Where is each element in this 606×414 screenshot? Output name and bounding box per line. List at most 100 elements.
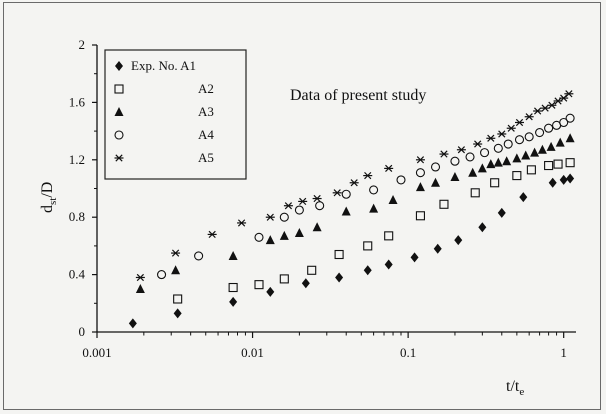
data-point <box>369 185 379 195</box>
data-point <box>415 211 425 221</box>
data-point <box>283 202 293 210</box>
x-axis-title: t/te <box>506 378 524 398</box>
data-point <box>502 156 512 166</box>
data-point <box>493 157 503 167</box>
data-point <box>265 213 275 221</box>
data-point <box>228 250 238 260</box>
data-point <box>171 249 181 257</box>
data-point <box>194 251 204 261</box>
data-point <box>553 159 563 169</box>
x-axis-title-sub: e <box>519 386 524 398</box>
data-point <box>388 194 398 204</box>
data-point <box>547 101 557 109</box>
legend-label-5: A5 <box>198 150 214 165</box>
data-point <box>450 172 460 182</box>
x-axis-title-main: t/t <box>506 378 520 395</box>
y-tick-label: 0.4 <box>69 267 86 282</box>
data-point <box>135 283 145 293</box>
data-point <box>512 153 522 163</box>
chart-annotation: Data of present study <box>290 87 426 104</box>
y-tick-label: 1.6 <box>69 94 86 109</box>
data-point <box>477 163 487 173</box>
data-point <box>439 150 449 158</box>
data-point <box>548 177 557 188</box>
data-point <box>384 231 394 241</box>
data-point <box>526 165 536 175</box>
data-point <box>312 194 322 203</box>
data-point <box>512 171 522 181</box>
data-point <box>254 280 264 290</box>
data-point <box>544 160 554 171</box>
data-point <box>503 139 513 149</box>
data-point <box>266 286 275 297</box>
data-point <box>524 113 534 121</box>
legend-box <box>104 49 247 180</box>
legend-marker-5 <box>114 154 124 162</box>
data-point <box>369 203 379 213</box>
data-points <box>128 90 575 329</box>
data-point <box>298 197 308 206</box>
data-point <box>384 259 393 270</box>
data-point <box>301 278 310 289</box>
legend-marker-4 <box>114 130 124 140</box>
data-point <box>433 243 442 254</box>
data-point <box>334 249 344 260</box>
y-tick-label: 0 <box>79 324 86 339</box>
data-point <box>128 318 137 329</box>
data-point <box>135 273 145 282</box>
data-point <box>524 132 534 142</box>
data-point <box>486 159 496 169</box>
data-point <box>363 265 372 276</box>
data-point <box>279 274 289 284</box>
data-point <box>565 113 575 123</box>
data-point <box>506 124 516 132</box>
legend-marker-1 <box>115 61 123 71</box>
y-axis-title-main: d <box>39 205 56 213</box>
legend-marker-3 <box>114 107 124 116</box>
data-point <box>497 130 507 138</box>
data-point <box>431 177 441 187</box>
data-point <box>207 230 217 239</box>
data-point <box>530 147 540 157</box>
data-point <box>341 189 351 199</box>
data-point <box>237 219 247 227</box>
series-2 <box>173 158 575 304</box>
data-point <box>514 135 525 145</box>
data-point <box>537 144 547 154</box>
data-point <box>171 265 181 275</box>
y-tick-label: 2 <box>79 37 86 52</box>
data-point <box>454 235 463 246</box>
data-point <box>559 117 569 128</box>
data-point <box>540 104 550 112</box>
axis-ticks: 0 0.4 0.8 1.2 1.6 2 0.001 0.01 0.1 1 <box>69 37 567 360</box>
data-point <box>254 232 264 242</box>
legend-marker-2 <box>114 84 124 94</box>
data-point <box>315 201 325 211</box>
data-point <box>265 235 275 245</box>
data-point <box>384 164 394 173</box>
data-point <box>559 174 568 185</box>
data-point <box>521 150 531 160</box>
x-tick-label: 0.01 <box>241 345 264 360</box>
x-tick-label: 0.1 <box>400 345 416 360</box>
data-point <box>396 175 406 185</box>
x-tick-label: 0.001 <box>82 345 111 360</box>
data-point <box>555 137 565 147</box>
data-point <box>307 265 317 275</box>
data-point <box>544 123 554 133</box>
data-point <box>363 241 373 251</box>
x-tick-label: 1 <box>560 345 567 360</box>
y-tick-label: 0.8 <box>69 209 85 224</box>
y-axis-title: dst/D <box>39 182 59 213</box>
data-point <box>497 207 506 218</box>
data-point <box>415 182 425 192</box>
data-point <box>430 162 441 172</box>
data-point <box>490 178 500 188</box>
data-point <box>228 282 238 293</box>
data-point <box>519 192 528 203</box>
data-point <box>349 179 359 187</box>
series-5 <box>135 90 574 282</box>
legend-label-4: A4 <box>198 127 214 142</box>
legend-label-1: Exp. No. A1 <box>131 58 196 73</box>
